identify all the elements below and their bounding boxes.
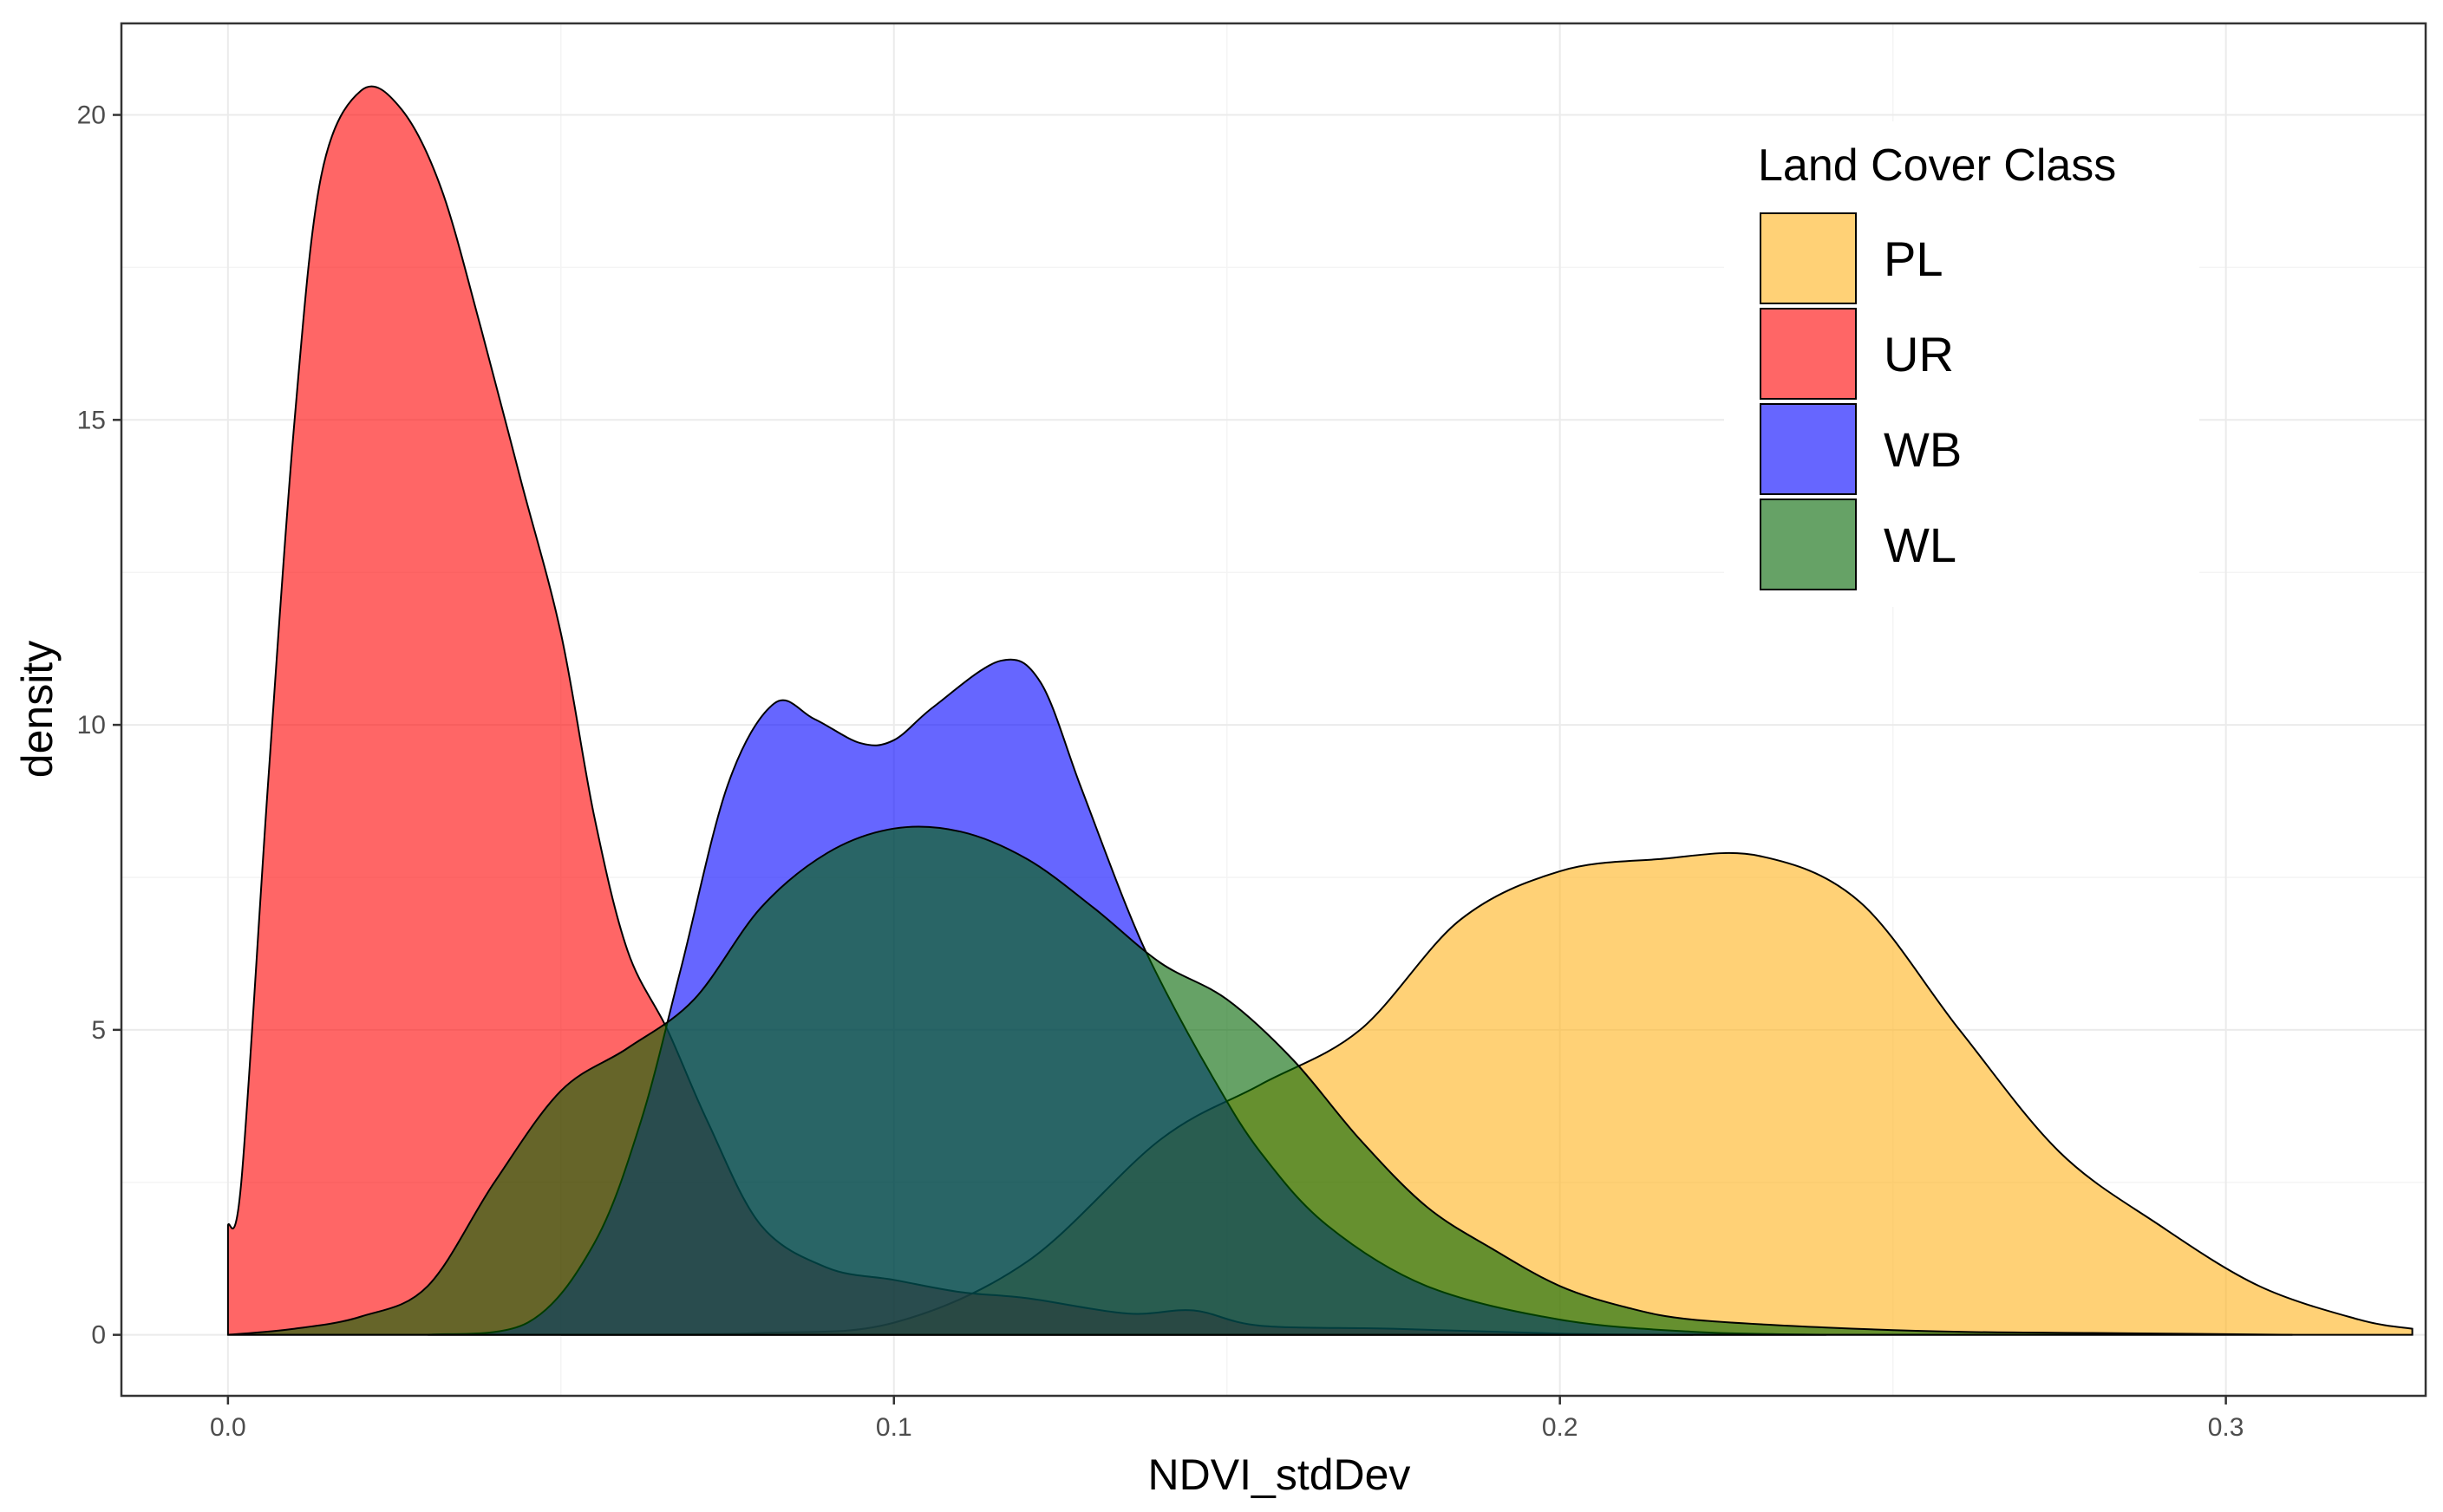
legend: Land Cover Class PL UR WB WL xyxy=(1724,121,2199,607)
legend-item-wb: WB xyxy=(1760,403,1962,495)
density-areas xyxy=(226,85,2414,1336)
legend-key-swatch xyxy=(1760,308,1857,400)
legend-title: Land Cover Class xyxy=(1758,140,2116,191)
x-axis-title: NDVI_stdDev xyxy=(1148,1450,1411,1499)
legend-item-pl: PL xyxy=(1760,212,1943,304)
legend-key-swatch xyxy=(1760,499,1857,590)
x-tick-label: 0.2 xyxy=(1542,1413,1578,1442)
y-tick-label: 5 xyxy=(91,1016,106,1045)
legend-label: UR xyxy=(1884,327,1954,381)
y-tick-label: 10 xyxy=(77,711,106,740)
x-tick-label: 0.3 xyxy=(2208,1413,2244,1442)
legend-key-swatch xyxy=(1760,403,1857,495)
y-axis-title: density xyxy=(13,641,62,778)
legend-item-ur: UR xyxy=(1760,308,1954,400)
x-tick-label: 0.0 xyxy=(210,1413,246,1442)
legend-label: WL xyxy=(1884,518,1956,572)
y-axis: 0 5 10 15 20 xyxy=(77,101,121,1350)
panel-border xyxy=(120,22,2427,1398)
legend-items: PL UR WB WL xyxy=(1760,212,1962,590)
x-axis: 0.0 0.1 0.2 0.3 xyxy=(210,1396,2244,1442)
x-tick-label: 0.1 xyxy=(876,1413,912,1442)
density-area-wl xyxy=(227,825,2293,1336)
legend-label: PL xyxy=(1884,231,1943,286)
legend-item-wl: WL xyxy=(1760,499,1956,590)
legend-key-swatch xyxy=(1760,212,1857,304)
y-tick-label: 15 xyxy=(77,406,106,434)
y-tick-label: 0 xyxy=(91,1321,106,1350)
y-tick-label: 20 xyxy=(77,101,106,130)
legend-label: WB xyxy=(1884,422,1962,477)
